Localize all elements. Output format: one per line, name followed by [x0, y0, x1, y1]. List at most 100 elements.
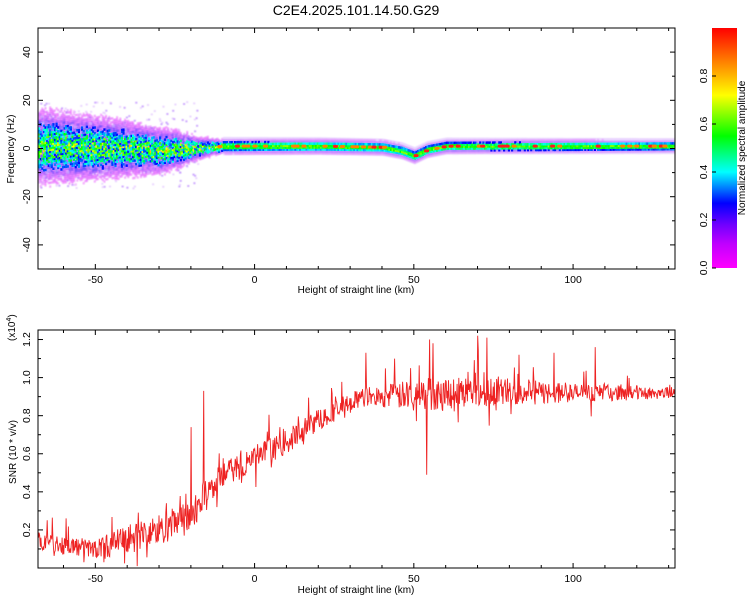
spectrogram-cell	[159, 159, 162, 163]
spectrogram-cell	[313, 144, 316, 147]
spectrogram-cell	[343, 144, 346, 148]
spectrogram-cell	[68, 120, 71, 124]
spectrogram-cell	[79, 126, 82, 130]
spectrogram-cell	[128, 144, 131, 148]
spectrogram-cell	[310, 146, 313, 149]
spectrogram-cell	[41, 157, 44, 161]
spectrogram-cell	[77, 161, 80, 165]
spectrogram-cell	[165, 139, 168, 143]
spectrogram-speckle	[125, 169, 128, 172]
spectrogram-cell	[104, 126, 108, 129]
spectrogram-cell	[52, 171, 55, 174]
spectrogram-cell	[49, 164, 52, 167]
spectrogram-cell	[249, 142, 252, 146]
spectrogram-cell	[76, 152, 79, 155]
spectrogram-cell	[79, 176, 82, 180]
spectrogram-cell	[50, 123, 53, 126]
spectrogram-cell	[104, 149, 108, 152]
spectrogram-cell	[173, 153, 176, 157]
spectrogram-cell	[69, 160, 72, 164]
spectrogram-cell	[76, 169, 79, 172]
spectrogram-cell	[225, 148, 229, 152]
spectrogram-cell	[52, 146, 55, 149]
spectrogram-cell	[71, 158, 74, 162]
spectrogram-cell	[74, 162, 77, 165]
spectrogram-cell	[179, 160, 182, 164]
spectrogram-cell	[138, 168, 141, 171]
spectrogram-cell	[85, 141, 88, 144]
spectrogram-cell	[396, 147, 399, 151]
spectrogram-cell	[41, 107, 44, 110]
spectrogram-cell	[46, 124, 49, 127]
spectrogram-cell	[114, 137, 117, 141]
spectrogram-cell	[157, 156, 160, 159]
spectrogram-cell	[141, 131, 144, 134]
spectrogram-cell	[396, 151, 399, 155]
spectrogram-cell	[41, 109, 44, 112]
spectrogram-cell	[73, 166, 76, 169]
spectrogram-cell	[157, 136, 160, 140]
spectrogram-cell	[60, 177, 63, 181]
spectrogram-cell	[60, 173, 63, 177]
spectrogram-cell	[44, 107, 47, 110]
spectrogram-cell	[82, 182, 85, 185]
spectrogram-cell	[49, 168, 52, 171]
spectrogram-cell	[44, 170, 47, 174]
spectrogram-cell	[128, 140, 131, 144]
spectrogram-cell	[178, 156, 181, 159]
spectrogram-cell	[47, 121, 50, 125]
spectrogram-speckle	[124, 128, 127, 131]
spectrogram-cell	[130, 140, 133, 143]
spectrogram-cell	[58, 178, 61, 181]
spectrogram-cell	[58, 162, 61, 166]
spectrogram-cell	[227, 144, 230, 148]
spectrogram-cell	[130, 150, 133, 153]
spectrogram-cell	[104, 172, 108, 175]
spectrogram-cell	[77, 119, 80, 122]
spectrogram-cell	[294, 148, 297, 151]
spectrogram-cell	[46, 149, 49, 152]
spectrogram-cell	[57, 147, 60, 150]
spectrogram-cell	[96, 135, 100, 138]
spectrogram-cell	[141, 150, 144, 153]
spectrogram-cell	[181, 144, 184, 147]
spectrogram-cell	[224, 146, 227, 150]
spectrogram-cell	[136, 172, 139, 175]
spectrogram-cell	[313, 148, 316, 151]
spectrogram-cell	[280, 148, 283, 151]
spectrogram-cell	[50, 113, 53, 117]
spectrogram-cell	[397, 150, 401, 153]
spectrogram-cell	[132, 171, 135, 174]
spectrogram-cell	[90, 151, 93, 155]
spectrogram-cell	[76, 121, 79, 124]
spectrogram-cell	[41, 149, 44, 153]
spectrogram-cell	[112, 136, 115, 139]
spectrogram-cell	[42, 178, 45, 182]
spectrogram-cell	[106, 166, 109, 169]
spectrogram-cell	[132, 146, 135, 149]
spectrogram-cell	[135, 170, 138, 174]
spectrogram-cell	[127, 169, 130, 173]
spectrogram-cell	[139, 150, 143, 154]
spectrogram-cell	[221, 143, 224, 147]
spectrogram-cell	[394, 151, 397, 154]
spectrogram-cell	[46, 114, 49, 117]
spectrogram-cell	[87, 150, 90, 153]
spectrogram-cell	[109, 140, 112, 143]
spectrogram-cell	[182, 156, 186, 159]
spectrogram-cell	[160, 147, 163, 150]
spectrogram-cell	[122, 138, 125, 141]
spectrogram-cell	[73, 170, 76, 173]
spectrogram-cell	[135, 124, 138, 127]
spectrogram-cell	[124, 133, 127, 137]
spectrogram-cell	[264, 140, 267, 144]
spectrogram-cell	[154, 145, 157, 148]
spectrogram-cell	[76, 158, 79, 161]
spectrogram-speckle	[181, 119, 184, 121]
spectrogram-cell	[216, 149, 219, 152]
spectrogram-cell	[74, 140, 77, 144]
spectrogram-cell	[104, 135, 108, 139]
spectrogram-cell	[375, 143, 378, 146]
spectrogram-cell	[186, 152, 189, 155]
spectrogram-cell	[130, 123, 133, 126]
